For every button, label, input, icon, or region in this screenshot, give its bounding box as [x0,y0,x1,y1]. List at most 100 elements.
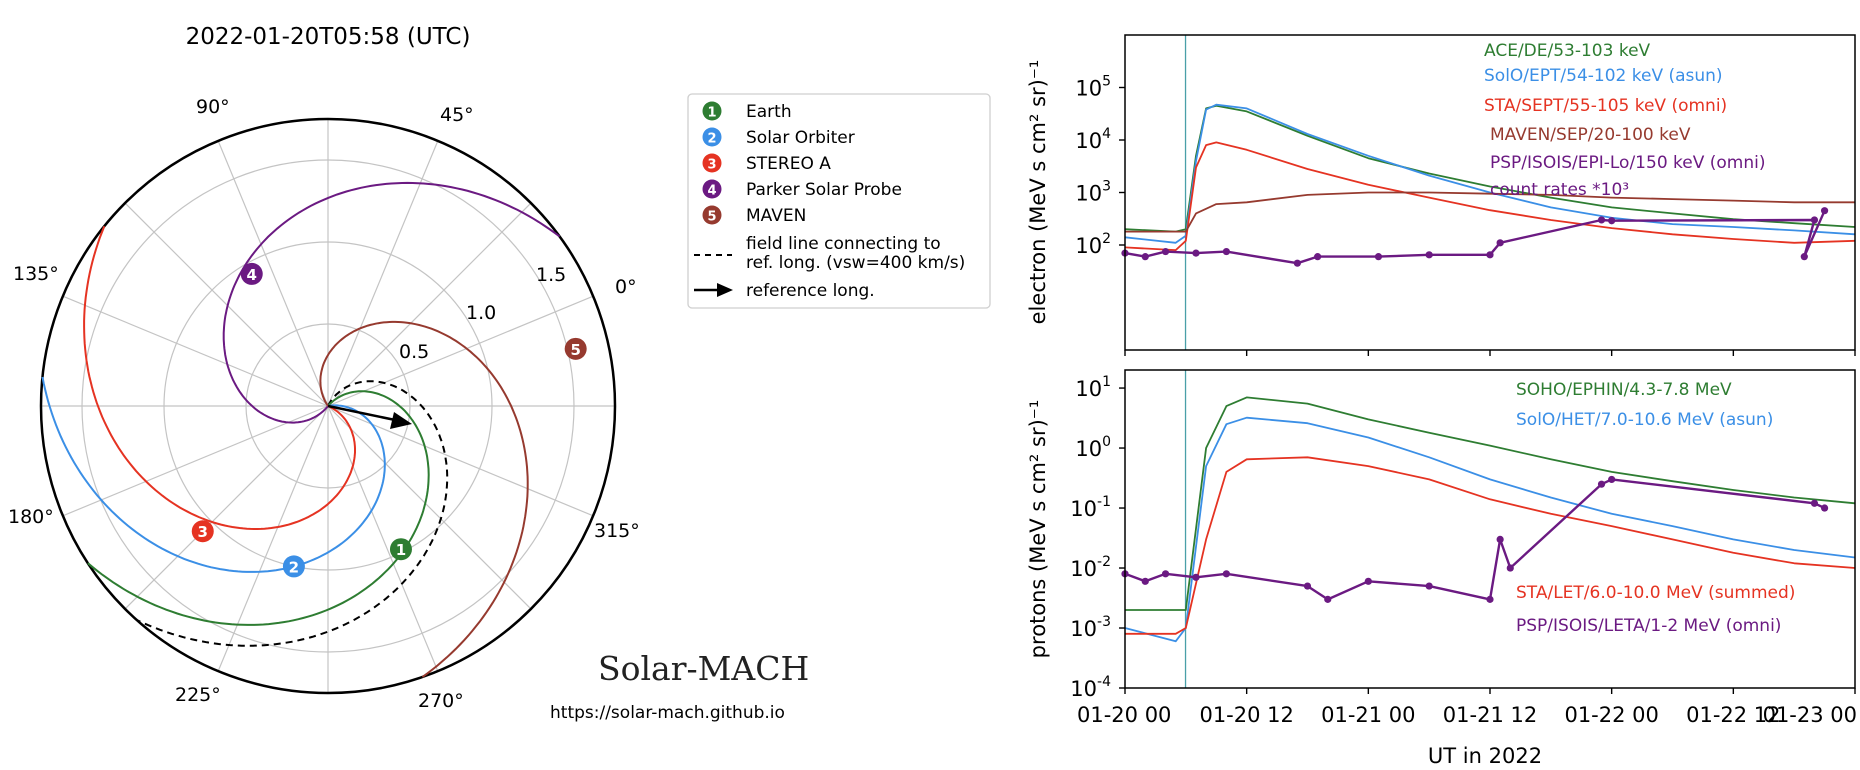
radial-label-1.5: 1.5 [536,264,566,286]
series-point-3-9 [1486,595,1494,603]
brand-title: Solar-MACH [598,649,809,688]
legend-marker [702,205,722,225]
series-point-3-8 [1425,582,1433,590]
legend-entry-5: 5 MAVEN [702,205,806,226]
series-point-3-4 [1222,570,1230,578]
angular-gridline-202.5 [62,405,329,517]
ytick-label-2: 103 [1075,179,1111,206]
series-point-4-15 [1820,207,1829,215]
legend-marker-number: 1 [707,106,716,121]
legend-label: Solar Orbiter [746,128,855,148]
series-point-3-13 [1608,475,1616,484]
series-point-3-15 [1820,504,1829,512]
series-point-3-10 [1496,535,1504,544]
body-marker-number: 3 [198,523,208,541]
ytick-label-1: 100 [1075,434,1111,461]
series-point-3-2 [1161,570,1170,578]
legend-marker-number: 2 [707,132,716,147]
angular-gridline-247.5 [217,405,329,672]
radial-label-1.0: 1.0 [466,302,496,324]
field-line-4 [222,181,561,424]
radial-label-0.5: 0.5 [399,341,429,363]
field-lines [41,181,561,678]
legend-marker-number: 5 [707,210,716,225]
angular-gridline-315 [327,405,532,610]
series-point-3-11 [1506,564,1514,572]
angle-label-90: 90° [196,96,230,118]
body-marker-1: 1 [389,538,412,561]
angular-gridline-135 [124,202,329,407]
electron-legend-label-2: STA/SEPT/55-105 keV (omni) [1484,96,1727,116]
angle-label-45: 45° [440,104,474,126]
series-point-4-1 [1141,253,1149,261]
proton-legend-bottom-1: PSP/ISOIS/LETA/1-2 MeV (omni) [1516,616,1781,636]
legend-label: STEREO A [746,154,831,174]
legend-marker-number: 4 [707,184,716,199]
field-line-3 [83,225,356,530]
body-marker-disc [564,337,587,360]
series-line-3 [1125,191,1855,233]
ytick-label-0: 101 [1075,374,1111,401]
series-point-3-3 [1192,573,1200,581]
angular-gridline-112.5 [217,140,329,407]
series-point-4-3 [1192,249,1200,257]
series-line-4 [1124,210,1826,265]
reference-field-line [136,380,449,647]
xtick-label-3: 01-21 12 [1443,703,1537,727]
legend-items: 1 Earth 2 Solar Orbiter 3 STEREO A 4 Parker Sol… [702,101,902,226]
legend-label: Parker Solar Probe [746,180,902,200]
field-line-1 [87,390,430,626]
series-point-4-7 [1374,253,1383,261]
electron-yticks: 105 104 103 102 [1075,74,1125,258]
body-marker-5: 5 [564,337,587,360]
series-line-1 [1124,416,1856,643]
reference-arrow-head [390,412,412,429]
series-point-4-11 [1597,216,1606,224]
fieldline-legend-label-2: ref. long. (vsw=400 km/s) [746,253,965,273]
polar-legend: 1 Earth 2 Solar Orbiter 3 STEREO A 4 Parker Sol… [687,93,991,309]
electron-legend-label-0: ACE/DE/53-103 keV [1484,41,1651,61]
angle-label-180: 180° [8,506,54,528]
xtick-label-6: 01-23 00 [1763,703,1857,727]
electron-legend-label-5: count rates *10³ [1490,180,1629,200]
angle-label-270: 270° [418,690,464,712]
field-line-5 [319,320,529,678]
ytick-label-4: 10-3 [1070,614,1111,641]
series-point-4-14 [1800,253,1808,261]
series-line-2 [1125,456,1856,635]
body-marker-disc [282,555,305,578]
proton-yticks: 101 100 10-1 10-2 10-3 10-4 [1070,374,1125,701]
ytick-label-3: 102 [1075,231,1111,258]
ytick-label-5: 10-4 [1070,674,1111,701]
body-marker-3: 3 [191,520,214,543]
electron-legend: ACE/DE/53-103 keV SolO/EPT/54-102 keV (as… [1484,41,1766,200]
legend-entry-4: 4 Parker Solar Probe [702,179,902,200]
series-point-3-5 [1303,582,1312,590]
legend-label: MAVEN [746,206,806,226]
series-point-4-8 [1425,251,1433,259]
series-point-4-9 [1486,251,1494,259]
angle-labels: 0° 45° 90° 135° 180° 225° 270° 315° [8,96,640,712]
series-line-2 [1124,141,1856,251]
legend-marker [702,179,722,199]
body-marker-disc [191,520,214,543]
angular-gridline-292.5 [327,405,439,672]
legend-entry-1: 1 Earth [702,101,792,122]
series-point-4-5 [1293,259,1301,267]
electron-legend-label-3: MAVEN/SEP/20-100 keV [1490,125,1691,145]
electron-legend-label-1: SolO/EPT/54-102 keV (asun) [1484,66,1723,86]
angular-gridline-45 [327,202,532,407]
xaxis-label: UT in 2022 [1428,744,1542,768]
series-point-4-13 [1810,216,1819,224]
series-point-4-4 [1222,247,1230,256]
electron-legend-label-4: PSP/ISOIS/EPI-Lo/150 keV (omni) [1490,153,1766,173]
xtick-label-5: 01-22 12 [1686,703,1780,727]
body-marker-number: 2 [289,558,299,576]
ytick-label-1: 104 [1075,126,1111,153]
body-marker-4: 4 [240,262,263,285]
legend-marker [702,127,722,147]
arrow-legend-head [717,283,733,297]
body-marker-2: 2 [282,555,305,578]
electron-panel: ACE/DE/53-103 keV SolO/EPT/54-102 keV (as… [1026,34,1856,351]
